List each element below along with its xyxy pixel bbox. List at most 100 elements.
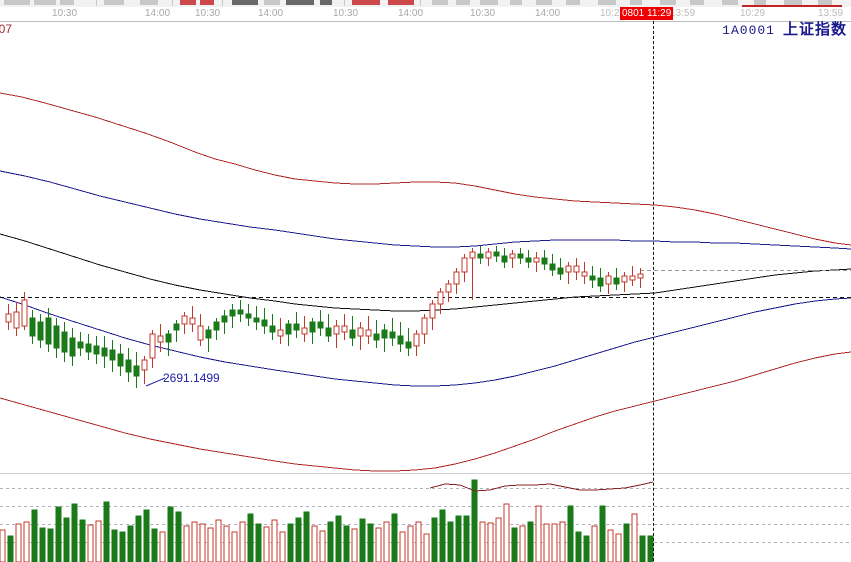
candlestick — [253, 306, 260, 330]
volume-bar — [551, 523, 558, 562]
candlestick — [381, 324, 388, 352]
candlestick — [85, 334, 92, 360]
toolbar-icon[interactable] — [352, 0, 380, 5]
symbol-name: 上证指数 — [782, 21, 847, 38]
volume-bar — [231, 531, 238, 562]
volume-bar — [0, 529, 6, 562]
volume-bar — [343, 525, 350, 562]
toolbar-icon[interactable] — [140, 0, 158, 5]
candlestick — [501, 248, 508, 268]
candlestick — [525, 250, 532, 268]
candlestick — [205, 326, 212, 352]
candlestick — [565, 262, 572, 284]
volume-bar — [311, 525, 318, 562]
volume-bar — [143, 509, 150, 562]
toolbar-icon[interactable] — [536, 0, 552, 5]
candlestick — [149, 330, 156, 368]
candlestick — [165, 330, 172, 356]
volume-chart-pane[interactable] — [0, 473, 851, 562]
toolbar-icon[interactable] — [222, 0, 223, 6]
volume-bar — [119, 531, 126, 562]
candlestick — [389, 318, 396, 346]
volume-bar — [535, 505, 542, 562]
toolbar-icon[interactable] — [456, 0, 470, 5]
toolbar-icon[interactable] — [420, 0, 421, 6]
candlestick — [493, 246, 500, 262]
volume-bar — [39, 527, 46, 562]
volume-bar — [15, 523, 22, 562]
volume-bar — [247, 513, 254, 562]
volume-bar — [111, 529, 118, 562]
toolbar-icon[interactable] — [722, 0, 738, 5]
toolbar-icon[interactable] — [172, 0, 173, 6]
candlestick — [221, 310, 228, 334]
price-chart-pane[interactable] — [0, 21, 851, 473]
volume-bar — [447, 521, 454, 562]
toolbar-icon[interactable] — [34, 0, 56, 5]
candlestick — [237, 300, 244, 322]
toolbar-icon[interactable] — [96, 0, 97, 6]
volume-bar — [391, 513, 398, 562]
volume-bar — [623, 523, 630, 562]
candlestick — [101, 336, 108, 368]
candlestick — [285, 320, 292, 346]
candlestick — [317, 310, 324, 336]
candlestick — [77, 332, 84, 356]
toolbar-icon[interactable] — [754, 0, 766, 5]
toolbar-icon[interactable] — [660, 0, 676, 5]
candlestick — [373, 320, 380, 348]
toolbar-active-indicator — [742, 5, 842, 7]
volume-bar — [87, 524, 94, 562]
volume-bar — [615, 533, 622, 562]
volume-bar — [71, 503, 78, 562]
indicator-line-boll-lower — [0, 351, 851, 472]
candlestick — [197, 314, 204, 346]
volume-bar — [487, 522, 494, 562]
volume-bar — [55, 506, 62, 562]
candlestick — [469, 248, 476, 300]
candlestick — [365, 316, 372, 344]
volume-bar — [495, 517, 502, 562]
toolbar-icon[interactable] — [286, 0, 314, 5]
crosshair-vertical-line — [653, 21, 654, 561]
toolbar-icon[interactable] — [598, 0, 616, 5]
volume-bar — [351, 528, 358, 562]
toolbar-icon[interactable] — [232, 0, 258, 5]
candlestick — [517, 248, 524, 264]
toolbar-icon[interactable] — [432, 0, 448, 5]
toolbar-icon[interactable] — [104, 0, 124, 5]
candlestick — [597, 268, 604, 292]
toolbar-icon[interactable] — [200, 0, 214, 5]
toolbar-icon[interactable] — [630, 0, 642, 5]
volume-bar — [439, 509, 446, 562]
toolbar-icon[interactable] — [480, 0, 498, 5]
volume-chart-svg — [0, 479, 851, 562]
toolbar-icon[interactable] — [180, 0, 196, 5]
volume-bar — [191, 521, 198, 562]
toolbar-icon[interactable] — [344, 0, 345, 6]
volume-bar — [7, 535, 14, 562]
toolbar-icon[interactable] — [264, 0, 280, 5]
volume-bar — [31, 509, 38, 562]
candlestick — [541, 250, 548, 270]
toolbar-icon[interactable] — [566, 0, 580, 5]
candlestick — [13, 302, 20, 336]
volume-bar — [23, 521, 30, 562]
toolbar-icon[interactable] — [320, 0, 332, 5]
time-axis-tick: 10:29 — [740, 8, 766, 19]
toolbar-icon[interactable] — [818, 0, 832, 5]
price-chart-svg — [0, 92, 851, 472]
toolbar-icon[interactable] — [510, 0, 522, 5]
candlestick — [301, 316, 308, 342]
candlestick — [509, 250, 516, 268]
toolbar-icon[interactable] — [690, 0, 704, 5]
volume-bar — [599, 505, 606, 562]
toolbar-icon[interactable] — [388, 0, 414, 5]
time-axis-tick: 13:59 — [818, 8, 844, 19]
toolbar-icon[interactable] — [784, 0, 802, 5]
volume-bar — [255, 523, 262, 562]
toolbar-icon[interactable] — [60, 0, 74, 5]
volume-bar — [295, 517, 302, 562]
toolbar-icon[interactable] — [4, 0, 30, 5]
